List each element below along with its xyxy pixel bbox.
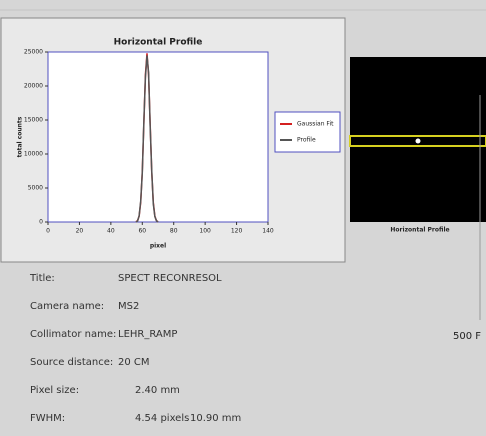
legend-box (275, 112, 340, 152)
field-value: 4.54 pixels (135, 413, 189, 424)
x-tick-label: 40 (107, 228, 115, 235)
x-axis-label: pixel (150, 243, 166, 250)
field-label: Camera name: (30, 301, 104, 312)
y-tick-label: 20000 (24, 83, 43, 90)
field-value: 10.90 mm (190, 413, 241, 424)
image-label: Horizontal Profile (390, 227, 449, 234)
x-tick-label: 0 (46, 228, 50, 235)
x-tick-label: 140 (262, 228, 274, 235)
field-label: Collimator name: (30, 329, 116, 340)
field-label: FWHM: (30, 413, 65, 424)
legend-label: Profile (297, 137, 316, 144)
y-tick-label: 0 (39, 219, 43, 226)
field-value: SPECT RECONRESOL (118, 273, 222, 284)
field-label: Source distance: (30, 357, 113, 368)
y-tick-label: 15000 (24, 117, 43, 124)
x-tick-label: 60 (138, 228, 146, 235)
chart-title: Horizontal Profile (114, 38, 203, 48)
screen: Horizontal Profile pixel total counts Ho… (0, 0, 486, 436)
field-label: Title: (29, 273, 55, 284)
source-spot (416, 139, 421, 144)
y-tick-label: 10000 (24, 151, 43, 158)
legend-label: Gaussian Fit (297, 121, 334, 128)
plot-area (48, 52, 268, 222)
x-tick-label: 20 (76, 228, 84, 235)
side-label: 500 F (453, 331, 481, 342)
field-value: MS2 (118, 301, 139, 312)
field-value: 20 CM (118, 357, 150, 368)
field-value: 2.40 mm (135, 385, 180, 396)
x-tick-label: 80 (170, 228, 178, 235)
field-value: LEHR_RAMP (118, 329, 177, 340)
y-tick-label: 25000 (24, 49, 43, 56)
field-label: Pixel size: (30, 385, 79, 396)
y-axis-label: total counts (17, 116, 24, 157)
x-tick-label: 100 (199, 228, 211, 235)
x-tick-label: 120 (231, 228, 243, 235)
y-tick-label: 5000 (28, 185, 43, 192)
